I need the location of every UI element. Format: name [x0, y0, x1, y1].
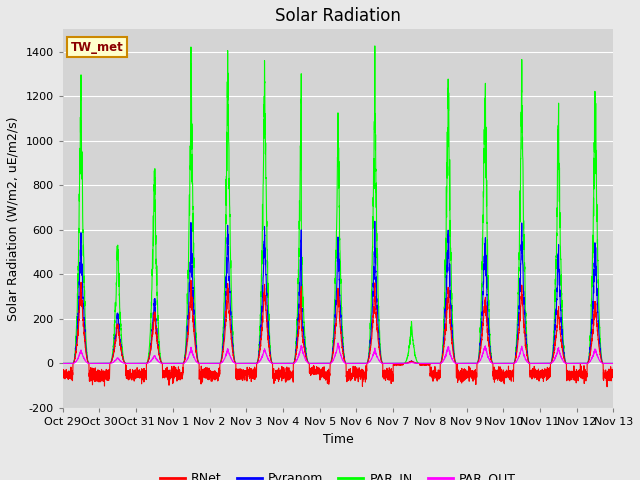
RNet: [317, 373, 325, 379]
Line: Pyranom: Pyranom: [63, 221, 613, 363]
PAR_IN: [609, 360, 616, 366]
PAR_OUT: [59, 360, 67, 366]
Line: RNet: RNet: [63, 280, 613, 387]
PAR_IN: [609, 360, 617, 366]
Pyranom: [59, 360, 67, 366]
Legend: RNet, Pyranom, PAR_IN, PAR_OUT: RNet, Pyranom, PAR_IN, PAR_OUT: [155, 467, 521, 480]
Line: PAR_OUT: PAR_OUT: [63, 343, 613, 363]
PAR_OUT: [493, 360, 500, 366]
Title: Solar Radiation: Solar Radiation: [275, 7, 401, 25]
PAR_OUT: [334, 340, 342, 346]
RNet: [604, 384, 611, 390]
RNet: [461, 375, 469, 381]
PAR_IN: [461, 360, 469, 366]
Pyranom: [461, 360, 469, 366]
RNet: [493, 369, 500, 374]
X-axis label: Time: Time: [323, 432, 353, 445]
RNet: [59, 368, 67, 373]
RNet: [609, 368, 617, 373]
PAR_IN: [493, 360, 500, 366]
PAR_IN: [317, 360, 325, 366]
PAR_OUT: [609, 360, 617, 366]
Pyranom: [371, 218, 379, 224]
Pyranom: [431, 360, 439, 366]
RNet: [158, 360, 166, 366]
PAR_IN: [158, 360, 166, 366]
RNet: [187, 277, 195, 283]
Pyranom: [609, 360, 616, 366]
Pyranom: [609, 360, 617, 366]
PAR_OUT: [158, 360, 166, 366]
PAR_OUT: [317, 360, 325, 366]
PAR_OUT: [431, 360, 439, 366]
Text: TW_met: TW_met: [71, 41, 124, 54]
PAR_OUT: [461, 360, 469, 366]
Y-axis label: Solar Radiation (W/m2, uE/m2/s): Solar Radiation (W/m2, uE/m2/s): [7, 116, 20, 321]
RNet: [609, 365, 617, 371]
PAR_IN: [371, 43, 379, 49]
RNet: [431, 366, 439, 372]
Line: PAR_IN: PAR_IN: [63, 46, 613, 363]
Pyranom: [493, 360, 500, 366]
PAR_IN: [431, 360, 439, 366]
Pyranom: [158, 360, 166, 366]
PAR_OUT: [609, 360, 616, 366]
PAR_IN: [59, 360, 67, 366]
Pyranom: [317, 360, 325, 366]
